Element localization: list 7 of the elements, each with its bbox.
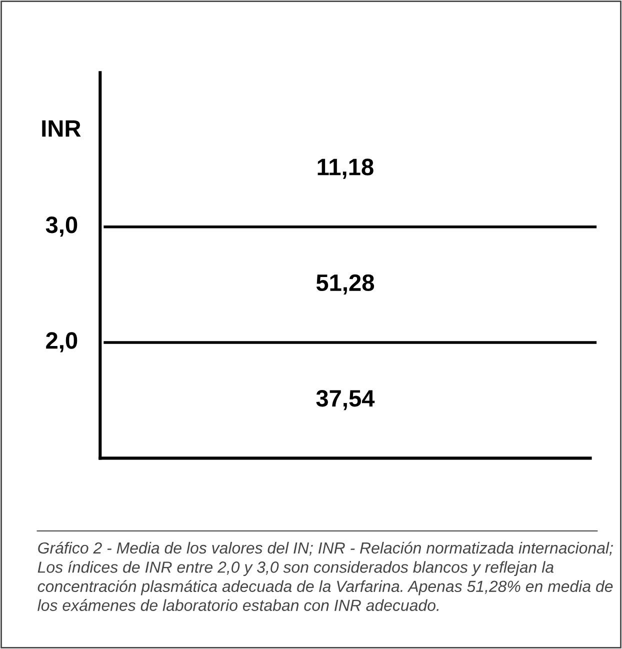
data-label: 11,18 <box>318 158 374 179</box>
text: INR <box>42 120 81 137</box>
text: Gráfico 2 - Media de los valores del IN; INR - Relación normatizada internacional; Los índices de INR entre 2,0 y 3,0 son considerados blancos y reflejan la concentración plasmática adecuada de la Varfarina. Apenas 51,28% en media de los exámenes de laboratorio estaban con INR adecuado. <box>38 542 613 611</box>
text: 3,0 <box>46 216 78 237</box>
text: 2,0 <box>46 332 78 352</box>
data-label: 37,54 <box>316 390 375 410</box>
data-label: 51,28 <box>316 274 374 294</box>
